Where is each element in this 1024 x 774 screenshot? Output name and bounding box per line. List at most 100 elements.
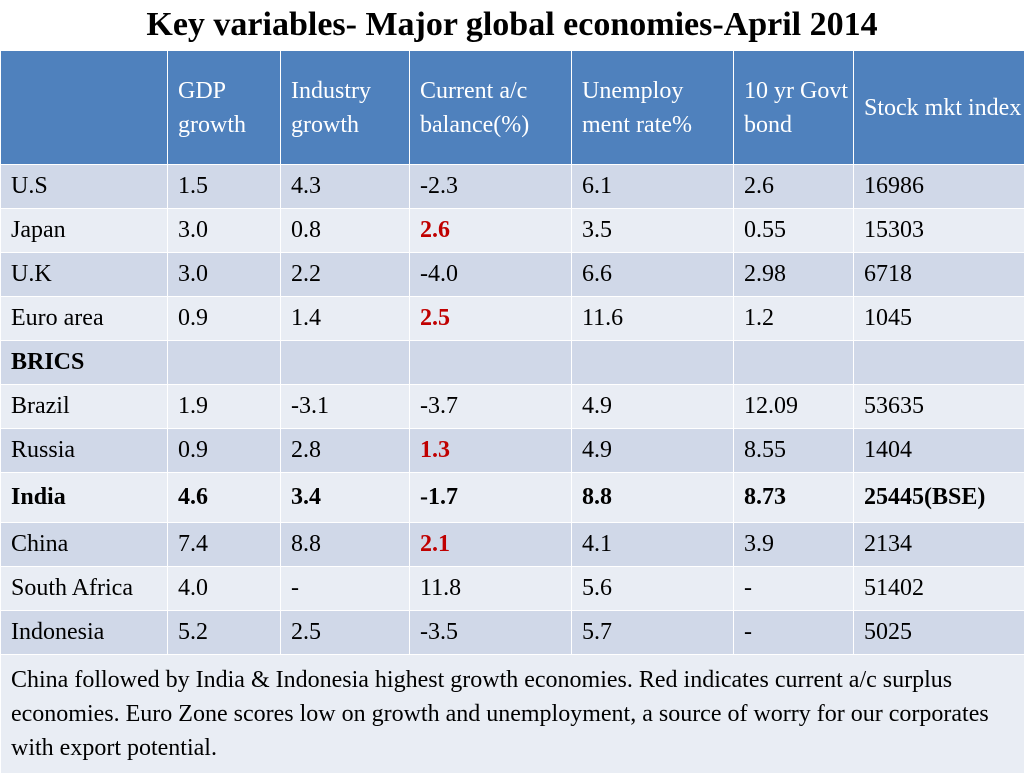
cell-industry: - (281, 567, 410, 611)
cell-unemployment: 4.1 (572, 523, 734, 567)
cell-current-ac-surplus: 1.3 (410, 429, 572, 473)
cell-industry: 2.8 (281, 429, 410, 473)
cell-gdp: 1.9 (168, 385, 281, 429)
cell-bond: 2.98 (734, 253, 854, 297)
cell-stock: 15303 (854, 209, 1024, 253)
cell-current-ac: -4.0 (410, 253, 572, 297)
cell-bond: - (734, 567, 854, 611)
cell-current-ac: -3.5 (410, 611, 572, 655)
column-header-gdp-growth: GDP growth (168, 51, 281, 165)
economies-table: GDP growth Industry growth Current a/c b… (0, 50, 1024, 774)
cell-unemployment: 11.6 (572, 297, 734, 341)
cell-current-ac-surplus: 2.6 (410, 209, 572, 253)
cell-gdp: 3.0 (168, 209, 281, 253)
cell-unemployment: 5.6 (572, 567, 734, 611)
cell-country: Indonesia (1, 611, 168, 655)
table-row-russia: Russia 0.9 2.8 1.3 4.9 8.55 1404 (1, 429, 1024, 473)
cell-gdp (168, 341, 281, 385)
table-header-row: GDP growth Industry growth Current a/c b… (1, 51, 1024, 165)
cell-country: Russia (1, 429, 168, 473)
cell-country: South Africa (1, 567, 168, 611)
cell-gdp: 0.9 (168, 429, 281, 473)
cell-stock: 51402 (854, 567, 1024, 611)
cell-bond: 3.9 (734, 523, 854, 567)
cell-country: U.K (1, 253, 168, 297)
table-row-us: U.S 1.5 4.3 -2.3 6.1 2.6 16986 (1, 165, 1024, 209)
cell-gdp: 7.4 (168, 523, 281, 567)
cell-industry: 4.3 (281, 165, 410, 209)
cell-bond: 8.55 (734, 429, 854, 473)
cell-current-ac: -3.7 (410, 385, 572, 429)
cell-gdp: 1.5 (168, 165, 281, 209)
cell-stock: 2134 (854, 523, 1024, 567)
table-row-brazil: Brazil 1.9 -3.1 -3.7 4.9 12.09 53635 (1, 385, 1024, 429)
cell-unemployment: 8.8 (572, 473, 734, 523)
column-header-current-ac-balance: Current a/c balance(%) (410, 51, 572, 165)
cell-gdp: 0.9 (168, 297, 281, 341)
cell-unemployment: 4.9 (572, 429, 734, 473)
cell-stock: 16986 (854, 165, 1024, 209)
cell-stock: 25445(BSE) (854, 473, 1024, 523)
cell-bond: 1.2 (734, 297, 854, 341)
cell-industry: 8.8 (281, 523, 410, 567)
footnote-text: China followed by India & Indonesia high… (1, 655, 1024, 774)
column-header-govt-bond: 10 yr Govt bond (734, 51, 854, 165)
column-header-industry-growth: Industry growth (281, 51, 410, 165)
cell-bond: 12.09 (734, 385, 854, 429)
cell-country: U.S (1, 165, 168, 209)
table-row-uk: U.K 3.0 2.2 -4.0 6.6 2.98 6718 (1, 253, 1024, 297)
cell-current-ac: -1.7 (410, 473, 572, 523)
column-header-unemployment-rate: Unemploy ment rate% (572, 51, 734, 165)
cell-industry: 1.4 (281, 297, 410, 341)
cell-unemployment: 6.1 (572, 165, 734, 209)
cell-unemployment (572, 341, 734, 385)
table-row-south-africa: South Africa 4.0 - 11.8 5.6 - 51402 (1, 567, 1024, 611)
cell-industry (281, 341, 410, 385)
cell-industry: -3.1 (281, 385, 410, 429)
cell-current-ac: -2.3 (410, 165, 572, 209)
cell-unemployment: 5.7 (572, 611, 734, 655)
table-row-china: China 7.4 8.8 2.1 4.1 3.9 2134 (1, 523, 1024, 567)
cell-current-ac (410, 341, 572, 385)
cell-country: Euro area (1, 297, 168, 341)
cell-country: Brazil (1, 385, 168, 429)
cell-stock: 5025 (854, 611, 1024, 655)
cell-gdp: 3.0 (168, 253, 281, 297)
table-row-brics-group: BRICS (1, 341, 1024, 385)
cell-country: India (1, 473, 168, 523)
cell-industry: 2.5 (281, 611, 410, 655)
cell-gdp: 5.2 (168, 611, 281, 655)
cell-bond: 8.73 (734, 473, 854, 523)
column-header-stock-index: Stock mkt index (854, 51, 1024, 165)
cell-country: China (1, 523, 168, 567)
table-row-euro-area: Euro area 0.9 1.4 2.5 11.6 1.2 1045 (1, 297, 1024, 341)
cell-gdp: 4.0 (168, 567, 281, 611)
table-row-indonesia: Indonesia 5.2 2.5 -3.5 5.7 - 5025 (1, 611, 1024, 655)
cell-stock (854, 341, 1024, 385)
cell-gdp: 4.6 (168, 473, 281, 523)
cell-group-label: BRICS (1, 341, 168, 385)
table-note-row: China followed by India & Indonesia high… (1, 655, 1024, 774)
cell-industry: 3.4 (281, 473, 410, 523)
cell-bond (734, 341, 854, 385)
cell-bond: 0.55 (734, 209, 854, 253)
cell-bond: - (734, 611, 854, 655)
cell-country: Japan (1, 209, 168, 253)
cell-bond: 2.6 (734, 165, 854, 209)
cell-unemployment: 3.5 (572, 209, 734, 253)
cell-current-ac-surplus: 2.1 (410, 523, 572, 567)
cell-current-ac: 11.8 (410, 567, 572, 611)
cell-industry: 0.8 (281, 209, 410, 253)
cell-unemployment: 6.6 (572, 253, 734, 297)
cell-unemployment: 4.9 (572, 385, 734, 429)
cell-current-ac-surplus: 2.5 (410, 297, 572, 341)
cell-stock: 53635 (854, 385, 1024, 429)
page-title: Key variables- Major global economies-Ap… (0, 0, 1024, 50)
table-row-japan: Japan 3.0 0.8 2.6 3.5 0.55 15303 (1, 209, 1024, 253)
table-row-india: India 4.6 3.4 -1.7 8.8 8.73 25445(BSE) (1, 473, 1024, 523)
cell-stock: 1404 (854, 429, 1024, 473)
cell-stock: 6718 (854, 253, 1024, 297)
cell-industry: 2.2 (281, 253, 410, 297)
column-header-country (1, 51, 168, 165)
cell-stock: 1045 (854, 297, 1024, 341)
